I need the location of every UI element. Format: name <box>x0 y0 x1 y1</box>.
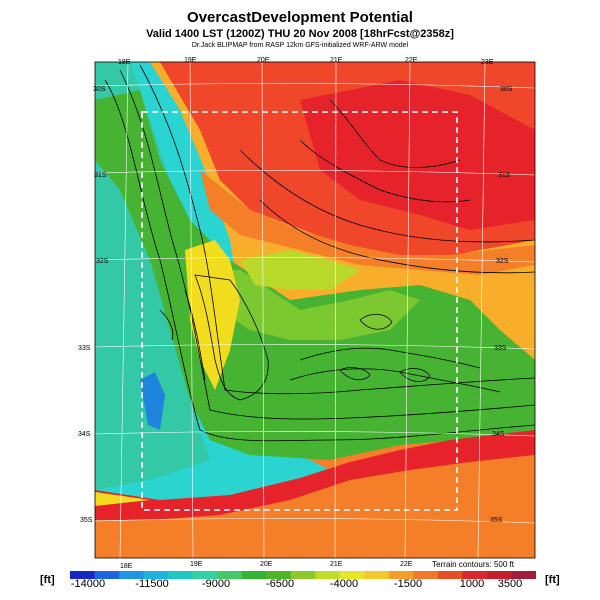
colorbar-label: -6500 <box>265 578 295 590</box>
colorbar-segment <box>315 571 341 579</box>
colorbar-segment <box>462 571 488 579</box>
colorbar-label: -4000 <box>329 578 359 590</box>
lon-label-top: 19E <box>184 57 197 64</box>
colorbar-segment <box>290 571 316 579</box>
colorbar-label: 3500 <box>497 578 523 590</box>
lon-label-bottom: 19E <box>190 561 203 568</box>
lon-label-bottom: 22E <box>400 561 413 568</box>
colorbar-segment <box>486 571 512 579</box>
lat-label-left: 35S <box>80 517 93 524</box>
lat-label-left: 32S <box>96 258 109 265</box>
lon-label-top: 20E <box>257 57 270 64</box>
lon-label-top: 21E <box>330 57 343 64</box>
colorbar-segment <box>241 571 267 579</box>
lat-label-right: 34S <box>492 431 505 438</box>
lat-label-right: 31S <box>498 172 511 179</box>
colorbar <box>70 571 536 579</box>
colorbar-unit-left: [ft] <box>40 574 55 586</box>
south-coast-red-band <box>95 430 535 520</box>
colorbar-segment <box>192 571 218 579</box>
colorbar-segment <box>119 571 145 579</box>
colorbar-unit-right: [ft] <box>545 574 560 586</box>
lon-label-bottom: 21E <box>330 561 343 568</box>
coastal-blue-patch <box>140 372 165 430</box>
colorbar-segment <box>143 571 169 579</box>
lon-label-top: 22E <box>405 57 418 64</box>
lat-label-left: 34S <box>78 431 91 438</box>
colorbar-label: -11500 <box>135 578 169 590</box>
map-subtitle: Valid 1400 LST (1200Z) THU 20 Nov 2008 [… <box>146 28 454 40</box>
lon-label-bottom: 20E <box>260 561 273 568</box>
south-coast-yellow-edge <box>95 492 150 506</box>
colorbar-label: -9000 <box>201 578 231 590</box>
lon-label-bottom: 18E <box>120 563 133 570</box>
colorbar-segment <box>364 571 390 579</box>
colorbar-segment <box>413 571 439 579</box>
map-title: OvercastDevelopment Potential <box>187 9 413 26</box>
lat-label-right: 33S <box>494 345 507 352</box>
colorbar-segment <box>70 571 96 579</box>
lat-label-left: 31S <box>94 172 107 179</box>
colorbar-segment <box>388 571 414 579</box>
lat-label-right: 35S <box>490 517 503 524</box>
colorbar-segment <box>266 571 292 579</box>
colorbar-segment <box>339 571 365 579</box>
lat-label-right: 30S <box>500 86 513 93</box>
colorbar-segment <box>217 571 243 579</box>
map-frame <box>94 61 536 559</box>
transition-orange-band <box>200 170 535 275</box>
terrain-contours <box>104 64 535 442</box>
inner-domain-box <box>141 111 458 511</box>
map-credit: Dr.Jack BLIPMAP from RASP 12km GFS-initi… <box>191 42 409 49</box>
colorbar-segment <box>168 571 194 579</box>
yellow-green-region <box>240 250 360 290</box>
mid-light-green-region <box>200 270 420 340</box>
colorbar-segment <box>437 571 463 579</box>
northeast-deep-red-region <box>300 80 535 230</box>
lon-label-top: 18E <box>118 59 131 66</box>
lat-label-left: 30S <box>93 86 106 93</box>
lat-lon-grid <box>94 61 536 559</box>
lon-label-top: 23E <box>481 59 494 66</box>
terrain-contour-note: Terrain contours: 500 ft <box>432 560 514 569</box>
colorbar-label: 1000 <box>459 578 485 590</box>
colorbar-label: -14000 <box>70 578 106 590</box>
colorbar-segment <box>94 571 120 579</box>
lat-label-right: 32S <box>496 258 509 265</box>
lat-label-left: 33S <box>78 345 91 352</box>
south-coast-orange-band <box>95 465 535 558</box>
colorbar-label: -1500 <box>393 578 423 590</box>
colorbar-segment <box>511 571 536 579</box>
